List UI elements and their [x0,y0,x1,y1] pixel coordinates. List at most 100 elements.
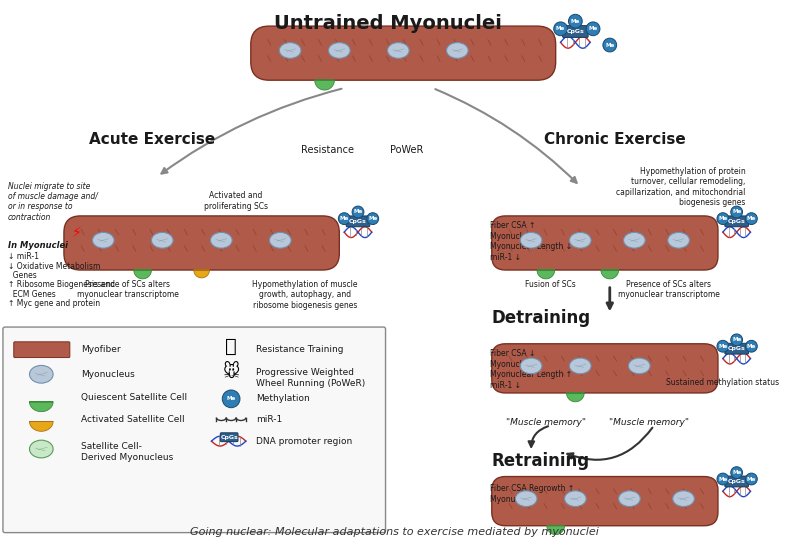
Circle shape [222,390,240,408]
Text: DNA promoter region: DNA promoter region [256,437,352,446]
FancyBboxPatch shape [492,476,718,526]
Polygon shape [134,270,151,279]
Ellipse shape [629,358,650,374]
Text: CpGs: CpGs [567,29,584,34]
Polygon shape [537,270,555,279]
FancyBboxPatch shape [13,342,70,358]
Polygon shape [29,422,53,431]
FancyBboxPatch shape [563,25,588,37]
Text: Me: Me [746,476,756,481]
Text: Me: Me [226,396,236,402]
FancyBboxPatch shape [3,327,386,533]
Text: Me: Me [746,216,756,221]
Ellipse shape [623,233,645,248]
Text: Hypomethylation of muscle
growth, autophagy, and
ribosome biogenesis genes: Hypomethylation of muscle growth, autoph… [252,280,357,309]
Polygon shape [29,402,53,411]
Text: Quiescent Satellite Cell: Quiescent Satellite Cell [80,393,187,402]
Text: miR-1 ↓: miR-1 ↓ [490,253,521,262]
Text: Fusion of SCs: Fusion of SCs [525,280,576,289]
FancyBboxPatch shape [725,343,749,354]
Polygon shape [547,526,565,534]
Ellipse shape [570,233,591,248]
Text: Me: Me [718,476,727,481]
Ellipse shape [515,491,537,507]
FancyBboxPatch shape [492,216,718,270]
Text: Me: Me [570,18,580,24]
Text: Retraining: Retraining [492,452,590,470]
Circle shape [746,473,757,485]
Circle shape [352,206,364,218]
Text: Untrained Myonuclei: Untrained Myonuclei [274,14,502,33]
Text: Me: Me [746,344,756,349]
Text: Genes: Genes [8,271,36,280]
Text: Progressive Weighted
Wheel Running (PoWeR): Progressive Weighted Wheel Running (PoWe… [256,369,365,388]
Text: Myofiber: Myofiber [80,345,120,354]
Text: ↓ miR-1: ↓ miR-1 [8,253,39,261]
Ellipse shape [387,43,409,59]
Ellipse shape [565,491,586,507]
Circle shape [603,38,617,52]
Ellipse shape [279,43,301,59]
Text: Myonuclei ↓: Myonuclei ↓ [490,359,537,369]
Text: Me: Me [605,42,615,48]
Text: Presence of SCs alters
myonuclear transcriptome: Presence of SCs alters myonuclear transc… [77,280,179,299]
Text: Me: Me [718,216,727,221]
Text: Myonuclear Length ↑: Myonuclear Length ↑ [490,370,572,379]
Text: Myonuclei ↑: Myonuclei ↑ [490,495,537,504]
Text: Myonuclear Length ↓: Myonuclear Length ↓ [490,242,572,251]
Text: Presence of SCs alters
myonuclear transcriptome: Presence of SCs alters myonuclear transc… [618,280,720,299]
Ellipse shape [151,233,173,248]
Circle shape [731,334,742,346]
Ellipse shape [328,43,350,59]
Circle shape [554,22,567,36]
Circle shape [731,206,742,218]
Text: ECM Genes: ECM Genes [8,289,55,299]
Ellipse shape [673,491,694,507]
Text: Me: Me [368,216,377,221]
Text: Hypomethylation of protein
turnover, cellular remodeling,
capillarization, and m: Hypomethylation of protein turnover, cel… [616,167,746,207]
Text: CpGs: CpGs [220,435,238,440]
Circle shape [746,340,757,352]
Ellipse shape [29,440,53,458]
FancyBboxPatch shape [251,26,555,80]
Text: In Myonuclei: In Myonuclei [8,241,68,249]
Text: Me: Me [732,470,742,475]
Text: CpGs: CpGs [727,346,746,351]
Ellipse shape [447,43,468,59]
Text: Me: Me [589,27,598,31]
FancyBboxPatch shape [725,216,749,227]
Circle shape [717,340,729,352]
Text: 🐭: 🐭 [222,363,240,382]
Text: Detraining: Detraining [492,309,590,327]
Text: miR-1 ↓: miR-1 ↓ [490,381,521,390]
Ellipse shape [92,233,114,248]
Text: Chronic Exercise: Chronic Exercise [544,132,686,147]
Ellipse shape [520,233,542,248]
Text: 🏋: 🏋 [225,337,237,356]
FancyBboxPatch shape [492,344,718,393]
Ellipse shape [270,233,291,248]
Text: Going nuclear: Molecular adaptations to exercise mediated by myonuclei: Going nuclear: Molecular adaptations to … [190,527,599,537]
Text: PoWeR: PoWeR [390,145,423,155]
Text: ⚡: ⚡ [72,227,81,241]
Text: ↑ Ribosome Biogenesis and: ↑ Ribosome Biogenesis and [8,280,115,289]
Text: Fiber CSA ↓: Fiber CSA ↓ [490,349,535,358]
Polygon shape [194,270,210,278]
Ellipse shape [667,233,690,248]
FancyBboxPatch shape [64,216,339,270]
Polygon shape [601,270,619,279]
Ellipse shape [619,491,640,507]
Text: Me: Me [732,210,742,215]
Text: Myonuclei ↑: Myonuclei ↑ [490,231,537,241]
Ellipse shape [520,358,542,374]
Text: Fiber CSA Regrowth ↑: Fiber CSA Regrowth ↑ [490,485,574,493]
Text: Me: Me [732,337,742,343]
Text: Me: Me [556,27,565,31]
Text: Activated Satellite Cell: Activated Satellite Cell [80,415,185,424]
Text: Myonucleus: Myonucleus [80,370,134,379]
Circle shape [586,22,600,36]
Circle shape [717,473,729,485]
Ellipse shape [211,233,232,248]
FancyBboxPatch shape [725,476,749,487]
Text: Resistance Training: Resistance Training [256,345,343,354]
